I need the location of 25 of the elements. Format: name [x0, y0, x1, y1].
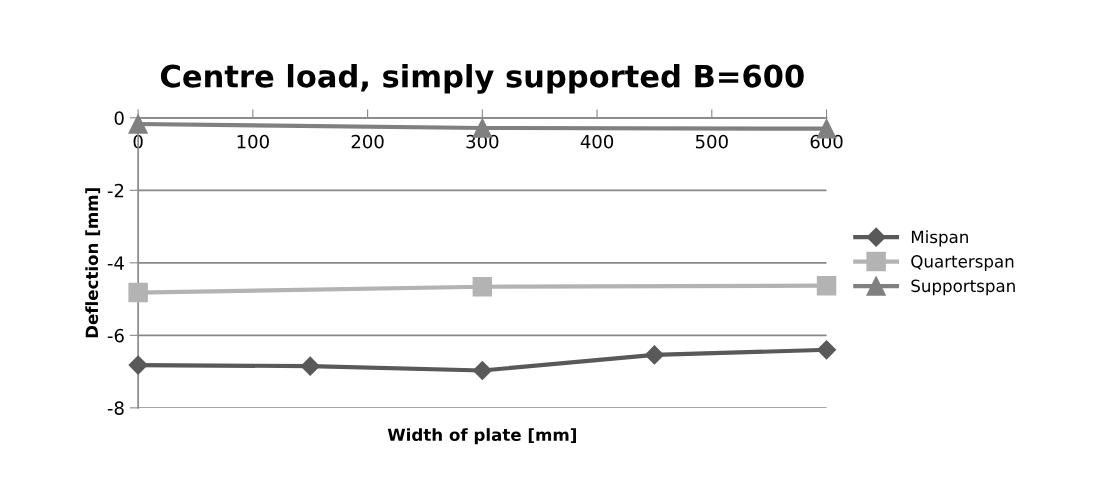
point [472, 277, 493, 297]
chart-title: Centre load, simply supported B=600 [160, 64, 804, 94]
y-tick-label: -2 [107, 183, 124, 198]
y-axis-title: Deflection [mm] [85, 188, 101, 338]
point [472, 360, 492, 381]
y-tick-label: -8 [107, 401, 124, 415]
point [816, 275, 837, 296]
x-tick-label: 200 [351, 134, 384, 149]
x-axis-title: Width of plate [mm] [387, 428, 576, 445]
x-tick-label: 500 [695, 134, 728, 149]
point [128, 282, 148, 303]
legend-label: Supportspan [911, 279, 1015, 296]
point [128, 114, 148, 134]
x-tick-label: 400 [580, 134, 614, 149]
point [817, 340, 837, 360]
y-tick-label: -6 [107, 328, 124, 343]
point [300, 356, 320, 376]
legend-label: Quarterspan [911, 255, 1014, 271]
y-tick-label: 0 [114, 111, 124, 125]
x-tick-label: 0 [133, 134, 143, 149]
point [128, 355, 148, 375]
y-tick-label: -4 [107, 256, 124, 270]
legend-label: Mispan [911, 230, 968, 247]
x-tick-label: 100 [237, 134, 269, 149]
point [644, 345, 664, 365]
